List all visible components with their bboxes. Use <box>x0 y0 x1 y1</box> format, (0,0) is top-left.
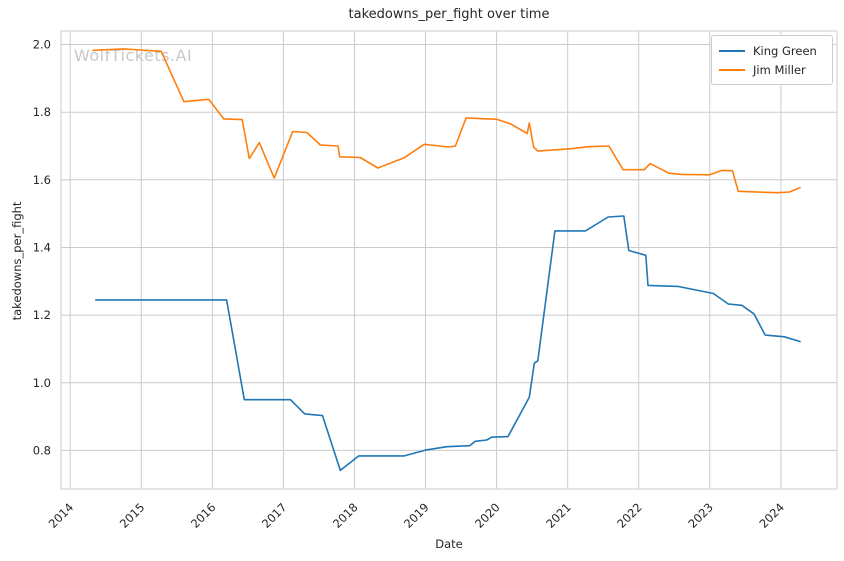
series-line-jim-miller <box>92 48 801 194</box>
x-tick-label: 2021 <box>543 500 574 531</box>
x-tick-label: 2023 <box>685 500 716 531</box>
legend-line-swatch-jim-miller <box>719 68 745 71</box>
legend: King Green Jim Miller <box>711 35 833 85</box>
plot-border <box>60 30 838 490</box>
x-tick-label: 2018 <box>330 500 361 531</box>
legend-label-jim-miller: Jim Miller <box>753 62 806 77</box>
x-tick-label: 2014 <box>46 500 77 531</box>
x-tick-label: 2017 <box>259 500 290 531</box>
y-tick-label: 0.8 <box>33 443 51 457</box>
y-tick-label: 1.8 <box>33 105 51 119</box>
x-axis-label: Date <box>435 537 463 551</box>
x-tick-label: 2024 <box>756 500 787 531</box>
y-tick-label: 1.4 <box>33 241 51 255</box>
y-tick-label: 1.0 <box>33 376 51 390</box>
chart-title: takedowns_per_fight over time <box>348 7 550 22</box>
x-tick-label: 2019 <box>401 500 432 531</box>
legend-item-jim-miller: Jim Miller <box>719 60 824 79</box>
x-tick-label: 2020 <box>472 500 503 531</box>
watermark: WolfTickets.AI <box>74 46 193 65</box>
y-tick-label: 2.0 <box>33 38 51 52</box>
y-axis-label: takedowns_per_fight <box>10 201 24 321</box>
x-tick-label: 2015 <box>117 500 148 531</box>
legend-item-king-green: King Green <box>719 41 824 60</box>
legend-label-king-green: King Green <box>753 43 817 58</box>
x-tick-label: 2016 <box>188 500 219 531</box>
legend-line-swatch-king-green <box>719 49 745 52</box>
y-tick-label: 1.2 <box>33 308 51 322</box>
series-line-king-green <box>95 215 801 472</box>
y-tick-label: 1.6 <box>33 173 51 187</box>
x-tick-label: 2022 <box>614 500 645 531</box>
